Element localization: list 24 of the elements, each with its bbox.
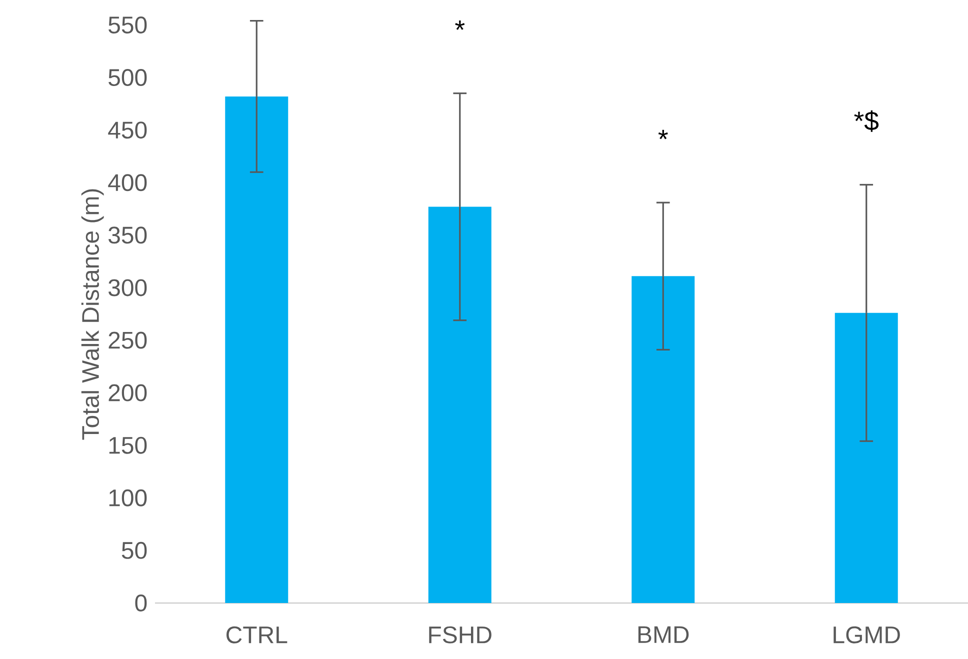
- x-tick-label: FSHD: [429, 626, 492, 644]
- y-tick-label: 250: [108, 332, 147, 349]
- bar: [632, 276, 695, 603]
- bar: [428, 206, 492, 603]
- y-tick-label: 450: [108, 122, 147, 139]
- y-tick-label: 0: [135, 594, 147, 612]
- y-tick-label: 500: [108, 69, 147, 86]
- y-axis-title: Total Walk Distance (m): [81, 189, 104, 440]
- y-tick-label: 300: [108, 279, 147, 296]
- x-tick-label: BMD: [638, 626, 689, 643]
- x-tick-label: LGMD: [834, 626, 900, 644]
- y-tick-label: 150: [109, 436, 147, 454]
- bar: [225, 96, 288, 603]
- x-tick-label: CTRL: [226, 626, 288, 644]
- y-tick-label: 350: [108, 226, 147, 244]
- y-tick-label: 400: [108, 174, 147, 192]
- annotation: *: [658, 130, 668, 140]
- y-tick-label: 550: [108, 16, 147, 34]
- y-tick-label: 50: [122, 542, 147, 559]
- y-tick-label: 200: [108, 384, 147, 402]
- annotation: *: [455, 20, 465, 30]
- annotation: *$: [854, 110, 879, 132]
- y-tick-label: 100: [109, 489, 147, 506]
- bar: [834, 312, 898, 603]
